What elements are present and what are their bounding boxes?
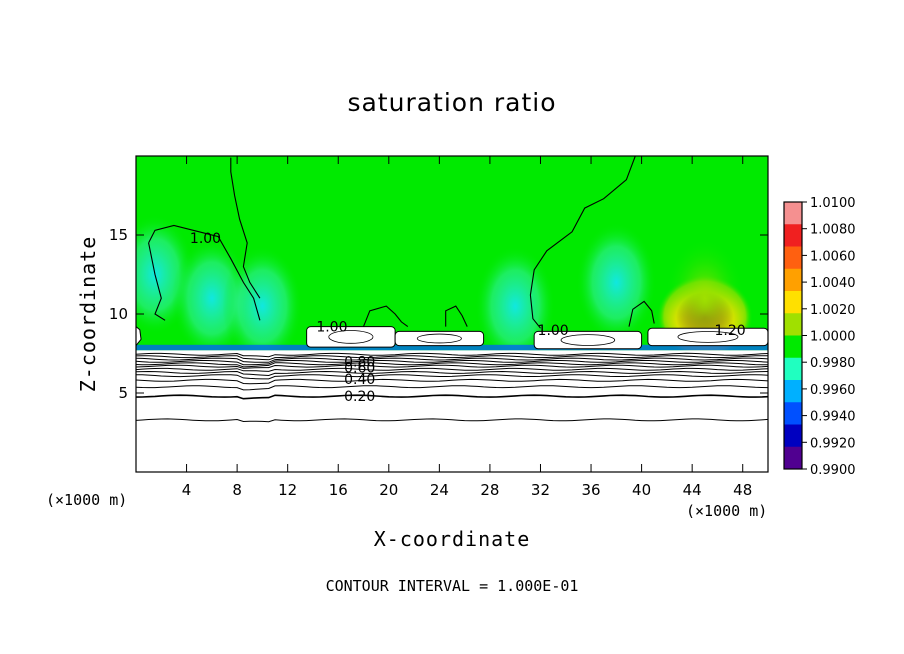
x-unit-label-right: (×1000 m)	[686, 502, 768, 520]
colorbar-swatch	[784, 291, 802, 314]
contour-line	[136, 385, 768, 391]
contour-line	[136, 370, 768, 377]
colorbar-label: 0.9980	[810, 356, 856, 371]
contour-line	[628, 300, 655, 327]
contour-interval-note: CONTOUR INTERVAL = 1.000E-01	[325, 577, 579, 595]
contour-line	[136, 394, 768, 400]
x-tick-label: 4	[182, 481, 192, 499]
contour-label: 0.80	[344, 354, 375, 370]
colorbar-label: 1.0080	[810, 223, 856, 238]
x-tick-label: 8	[232, 481, 242, 499]
x-tick-label: 48	[733, 481, 752, 499]
contour-line	[529, 156, 636, 329]
colorbar-swatch	[784, 268, 802, 292]
colorbar-swatch	[784, 202, 802, 225]
x-tick-label: 16	[329, 481, 348, 499]
x-tick-label: 44	[683, 481, 702, 499]
x-tick-label: 20	[379, 481, 398, 499]
colorbar-label: 1.0020	[810, 303, 856, 318]
contour-label: 0.60	[344, 361, 375, 377]
x-tick-label: 32	[531, 481, 550, 499]
plot-area: 1.00 1.00 1.00 1.20 0.800.600.400.20	[136, 156, 768, 472]
contour-line	[136, 364, 768, 369]
colorbar-label: 0.9960	[810, 383, 856, 398]
contour-label: 1.00	[316, 320, 347, 336]
colorbar-swatch	[784, 446, 802, 470]
y-tick-label: 15	[109, 226, 128, 244]
moisture-blob	[222, 246, 303, 367]
x-axis-label: X-coordinate	[373, 527, 531, 551]
contour-line	[445, 305, 468, 327]
x-tick-label: 28	[480, 481, 499, 499]
contour-line	[136, 360, 768, 366]
colorbar-swatch	[784, 380, 802, 403]
contour-line	[136, 378, 768, 385]
contour-line	[148, 242, 166, 321]
contour-line	[136, 418, 768, 423]
colorbar-label: 1.0040	[810, 276, 856, 291]
contour-line	[230, 157, 261, 299]
contour-label: 1.00	[190, 231, 221, 247]
contour-label: 0.40	[344, 372, 375, 388]
x-tick-label: 36	[581, 481, 600, 499]
colorbar-swatch	[784, 224, 802, 247]
y-axis-label: Z-coordinate	[76, 235, 100, 393]
contour-line	[136, 362, 768, 368]
contour-line	[136, 367, 768, 372]
x-tick-label: 24	[430, 481, 449, 499]
cloud-inner-contour	[677, 331, 739, 343]
colorbar-swatch	[784, 357, 802, 381]
contour-line	[136, 326, 142, 346]
cloud-inner-contour	[416, 333, 462, 344]
contour-line	[136, 374, 768, 380]
contour-label: 1.20	[714, 323, 745, 339]
colorbar-swatch	[784, 246, 802, 270]
contour-line	[136, 357, 768, 363]
colorbar-swatch	[784, 402, 802, 425]
cloud-inner-contour	[328, 330, 374, 344]
colorbar-label: 0.9940	[810, 410, 856, 425]
contour-label: 1.00	[538, 323, 569, 339]
colorbar: 1.0100 1.0080 1.0060 1.0040 1.0020 1.0000 0.99…	[783, 196, 856, 478]
cloud-region	[394, 330, 485, 347]
contour-line	[148, 224, 261, 321]
chart-title: saturation ratio	[347, 88, 557, 117]
colorbar-swatch	[784, 335, 802, 359]
contour-line	[362, 305, 409, 328]
contour-line	[136, 352, 768, 358]
cloud-inner-contour	[560, 334, 616, 346]
x-tick-label: 12	[278, 481, 297, 499]
contour-line	[136, 355, 768, 361]
colorbar-label: 0.9920	[810, 436, 856, 451]
dry-band	[136, 344, 768, 351]
colorbar-swatch	[784, 313, 802, 336]
x-tick-label: 40	[632, 481, 651, 499]
y-tick-label: 10	[109, 305, 128, 323]
colorbar-label: 1.0060	[810, 249, 856, 264]
cloud-region	[647, 327, 768, 347]
cloud-region	[533, 330, 643, 350]
colorbar-label: 0.9900	[810, 463, 856, 478]
colorbar-label: 1.0000	[810, 330, 856, 345]
colorbar-label: 1.0100	[810, 196, 856, 211]
y-tick-label: 5	[118, 384, 128, 402]
colorbar-swatch	[784, 424, 802, 448]
contour-label: 0.20	[344, 389, 375, 405]
moisture-blob	[576, 222, 657, 343]
x-unit-label-left: (×1000 m)	[46, 491, 128, 509]
